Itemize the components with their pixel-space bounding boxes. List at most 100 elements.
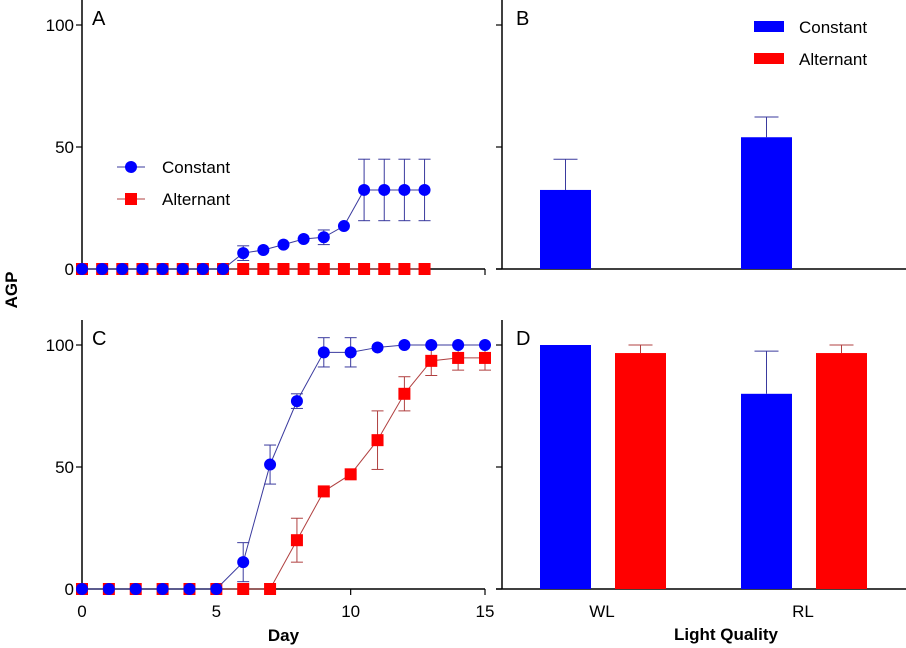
data-point: [290, 395, 303, 408]
legend-swatch: [754, 53, 784, 64]
data-point: [371, 434, 384, 447]
data-point: [398, 263, 411, 275]
x-tick-label: 10: [341, 602, 360, 621]
data-point: [176, 263, 189, 275]
bar-constant-rl: [741, 393, 792, 589]
data-point: [237, 263, 250, 275]
data-point: [237, 583, 250, 595]
y-tick-label: 100: [46, 16, 74, 35]
data-point: [418, 183, 431, 196]
data-point: [257, 243, 270, 256]
data-point: [425, 354, 438, 367]
series-alternant: [76, 345, 491, 595]
data-point: [156, 583, 169, 595]
data-point: [378, 183, 391, 196]
y-tick-label: 50: [55, 138, 74, 157]
data-point: [277, 238, 290, 251]
bar-constant-rl: [741, 137, 792, 269]
shared-y-axis-title: AGP: [2, 272, 21, 309]
series-line: [82, 344, 485, 590]
data-point: [277, 263, 290, 275]
data-point: [317, 485, 330, 498]
data-point: [398, 387, 411, 400]
data-point: [156, 263, 169, 275]
data-point: [337, 220, 350, 233]
x-axis-title: Light Quality: [674, 625, 778, 644]
data-point: [337, 263, 350, 275]
x-category-label: WL: [589, 602, 615, 621]
panel-label: D: [516, 328, 530, 350]
series-constant: [76, 158, 431, 275]
panel-label: C: [92, 328, 106, 350]
data-point: [297, 263, 310, 275]
bar-constant-wl: [540, 345, 591, 589]
data-point: [102, 583, 115, 595]
x-tick-label: 15: [476, 602, 495, 621]
data-point: [237, 556, 250, 569]
data-point: [116, 263, 129, 275]
y-tick-label: 0: [65, 260, 74, 279]
data-point: [317, 346, 330, 359]
panel-c: 0 50 100 C 0 5 10 15 Day: [46, 320, 495, 645]
data-point: [136, 263, 149, 275]
data-point: [290, 534, 303, 547]
y-tick-label: 0: [65, 580, 74, 599]
series-line: [82, 357, 485, 590]
data-point: [264, 583, 277, 595]
bar-alternant-rl: [816, 353, 867, 589]
data-point: [479, 351, 491, 364]
data-point: [96, 263, 109, 275]
legend-swatch: [754, 21, 784, 32]
legend-item-constant: Constant: [117, 158, 230, 177]
data-point: [257, 263, 270, 275]
data-point: [398, 183, 411, 196]
legend: Constant Alternant: [117, 158, 230, 209]
bar-alternant-wl: [615, 353, 666, 589]
legend-label: Constant: [162, 158, 230, 177]
panel-b: B Constant Alternant: [496, 0, 906, 270]
data-point: [418, 263, 431, 275]
data-point: [76, 583, 88, 595]
data-point: [452, 339, 465, 351]
data-point: [210, 583, 223, 595]
data-point: [344, 346, 357, 359]
data-point: [76, 263, 88, 275]
data-point: [425, 339, 438, 351]
data-point: [371, 341, 384, 354]
y-tick-label: 100: [46, 336, 74, 355]
legend-item-alternant: Alternant: [754, 50, 867, 69]
panel-a: 0 50 100 A Constant Alternant: [46, 0, 486, 279]
data-point: [196, 263, 209, 275]
data-point: [344, 468, 357, 481]
legend-label: Alternant: [799, 50, 867, 69]
series-constant: [76, 337, 491, 595]
data-point: [183, 583, 196, 595]
x-category-label: RL: [792, 602, 814, 621]
data-point: [264, 458, 277, 471]
x-tick-label: 0: [77, 602, 86, 621]
panel-d: D WL RL Light Quality: [496, 320, 906, 644]
data-point: [358, 263, 371, 275]
data-point: [378, 263, 391, 275]
data-point: [217, 263, 230, 275]
data-point: [317, 231, 330, 244]
legend-marker: [125, 161, 137, 173]
legend-item-constant: Constant: [754, 18, 867, 37]
legend-label: Constant: [799, 18, 867, 37]
panel-label: A: [92, 8, 106, 30]
legend: Constant Alternant: [754, 18, 867, 69]
data-point: [358, 183, 371, 196]
data-point: [297, 232, 310, 245]
data-point: [129, 583, 142, 595]
legend-item-alternant: Alternant: [117, 190, 230, 209]
data-point: [452, 351, 465, 364]
bar-constant-wl: [540, 189, 591, 269]
legend-label: Alternant: [162, 190, 230, 209]
data-point: [237, 247, 250, 260]
data-point: [479, 339, 491, 351]
x-tick-label: 5: [212, 602, 221, 621]
y-tick-label: 50: [55, 458, 74, 477]
data-point: [398, 339, 411, 351]
panel-label: B: [516, 8, 529, 30]
